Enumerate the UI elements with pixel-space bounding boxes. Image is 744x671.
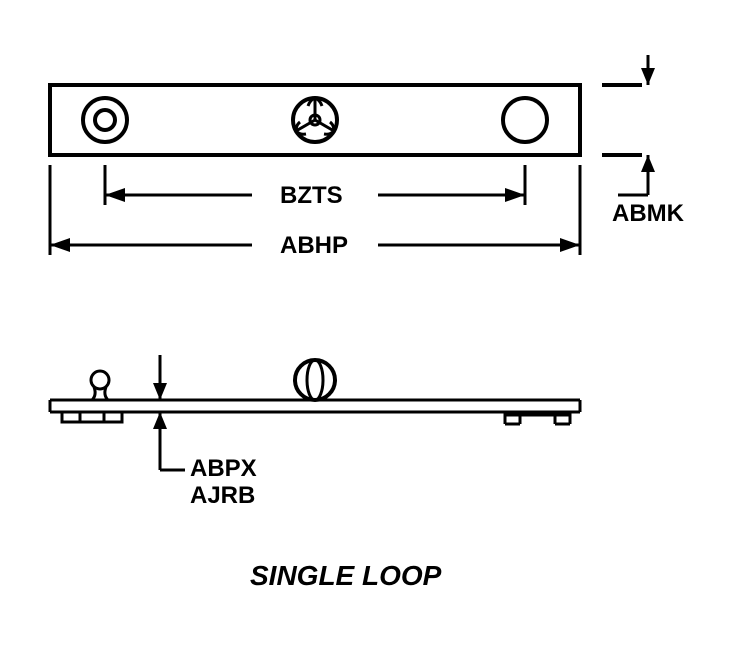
label-abhp: ABHP: [280, 232, 348, 260]
label-abpx: ABPX: [190, 455, 257, 483]
right-hole: [503, 98, 547, 142]
label-abmk: ABMK: [612, 200, 684, 228]
label-ajrb: AJRB: [190, 482, 255, 510]
width-indicator-abmk: [602, 55, 655, 195]
side-view: [50, 360, 580, 424]
diagram-title: SINGLE LOOP: [250, 560, 441, 592]
technical-diagram: BZTS ABHP ABMK ABPX AJRB SINGLE LOOP: [0, 0, 744, 671]
center-knob-top: [293, 98, 337, 142]
left-hole-outer: [83, 98, 127, 142]
left-hole-inner: [95, 110, 115, 130]
label-bzts: BZTS: [280, 182, 343, 210]
